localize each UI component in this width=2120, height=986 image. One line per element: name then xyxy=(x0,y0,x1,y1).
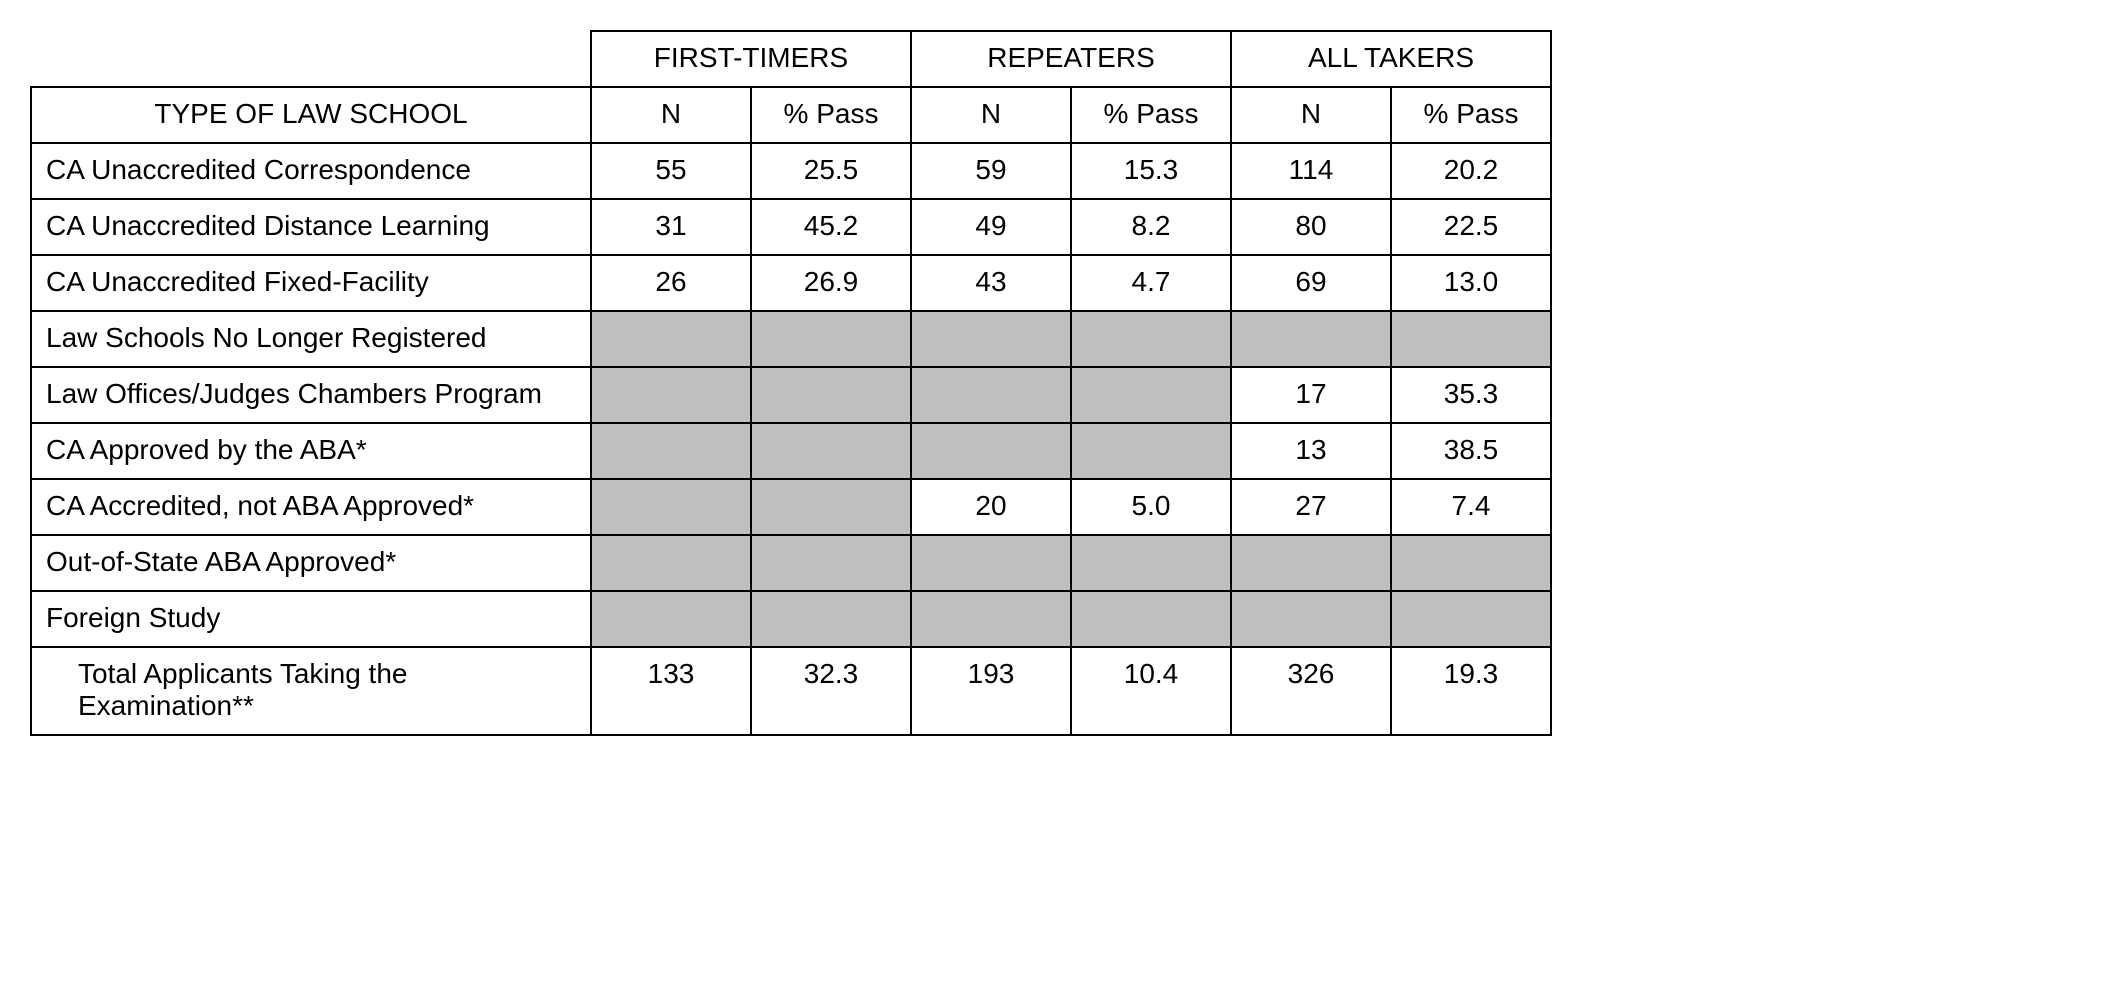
data-cell: 26.9 xyxy=(751,255,911,311)
data-cell xyxy=(911,423,1071,479)
sub-header-row: TYPE OF LAW SCHOOL N % Pass N % Pass N %… xyxy=(31,87,1551,143)
law-school-pass-rate-table: FIRST-TIMERS REPEATERS ALL TAKERS TYPE O… xyxy=(30,30,1552,736)
table-row: CA Unaccredited Distance Learning3145.24… xyxy=(31,199,1551,255)
data-cell xyxy=(751,367,911,423)
data-cell: 20 xyxy=(911,479,1071,535)
group-header-all-takers: ALL TAKERS xyxy=(1231,31,1551,87)
data-cell xyxy=(751,311,911,367)
subcol-first-timers-n: N xyxy=(591,87,751,143)
data-cell: 19.3 xyxy=(1391,647,1551,735)
data-cell: 32.3 xyxy=(751,647,911,735)
row-label: Law Offices/Judges Chambers Program xyxy=(31,367,591,423)
subcol-all-takers-pass: % Pass xyxy=(1391,87,1551,143)
data-cell: 13 xyxy=(1231,423,1391,479)
data-cell: 38.5 xyxy=(1391,423,1551,479)
data-cell: 22.5 xyxy=(1391,199,1551,255)
row-label: Out-of-State ABA Approved* xyxy=(31,535,591,591)
data-cell: 13.0 xyxy=(1391,255,1551,311)
data-cell xyxy=(911,311,1071,367)
group-header-row: FIRST-TIMERS REPEATERS ALL TAKERS xyxy=(31,31,1551,87)
data-cell xyxy=(591,479,751,535)
data-cell xyxy=(591,591,751,647)
data-cell: 55 xyxy=(591,143,751,199)
data-cell xyxy=(591,311,751,367)
row-label-header: TYPE OF LAW SCHOOL xyxy=(31,87,591,143)
table-row: Foreign Study xyxy=(31,591,1551,647)
row-label: CA Unaccredited Correspondence xyxy=(31,143,591,199)
row-label: CA Unaccredited Distance Learning xyxy=(31,199,591,255)
data-cell xyxy=(1231,311,1391,367)
row-label: Law Schools No Longer Registered xyxy=(31,311,591,367)
blank-corner-cell xyxy=(31,31,591,87)
subcol-repeaters-n: N xyxy=(911,87,1071,143)
data-cell: 43 xyxy=(911,255,1071,311)
row-label: CA Unaccredited Fixed-Facility xyxy=(31,255,591,311)
data-cell xyxy=(591,535,751,591)
row-label: Foreign Study xyxy=(31,591,591,647)
subcol-all-takers-n: N xyxy=(1231,87,1391,143)
data-cell xyxy=(751,591,911,647)
data-cell xyxy=(1231,591,1391,647)
data-cell: 17 xyxy=(1231,367,1391,423)
data-cell: 35.3 xyxy=(1391,367,1551,423)
row-label: CA Accredited, not ABA Approved* xyxy=(31,479,591,535)
data-cell: 27 xyxy=(1231,479,1391,535)
data-cell xyxy=(1231,535,1391,591)
table-row: CA Accredited, not ABA Approved* 205.0277… xyxy=(31,479,1551,535)
data-cell xyxy=(911,535,1071,591)
data-cell: 59 xyxy=(911,143,1071,199)
data-cell: 80 xyxy=(1231,199,1391,255)
table-row: CA Approved by the ABA* 1338.5 xyxy=(31,423,1551,479)
data-cell xyxy=(1391,311,1551,367)
data-cell: 4.7 xyxy=(1071,255,1231,311)
data-cell xyxy=(751,479,911,535)
data-cell xyxy=(751,423,911,479)
data-cell xyxy=(1071,423,1231,479)
subcol-first-timers-pass: % Pass xyxy=(751,87,911,143)
data-cell: 7.4 xyxy=(1391,479,1551,535)
row-label: Total Applicants Taking the Examination*… xyxy=(31,647,591,735)
group-header-first-timers: FIRST-TIMERS xyxy=(591,31,911,87)
table-row: Out-of-State ABA Approved* xyxy=(31,535,1551,591)
data-cell xyxy=(591,423,751,479)
data-cell xyxy=(911,591,1071,647)
data-cell: 5.0 xyxy=(1071,479,1231,535)
row-label: CA Approved by the ABA* xyxy=(31,423,591,479)
subcol-repeaters-pass: % Pass xyxy=(1071,87,1231,143)
data-cell: 20.2 xyxy=(1391,143,1551,199)
data-cell xyxy=(911,367,1071,423)
data-cell: 133 xyxy=(591,647,751,735)
data-cell xyxy=(751,535,911,591)
data-cell: 10.4 xyxy=(1071,647,1231,735)
data-cell: 114 xyxy=(1231,143,1391,199)
data-cell xyxy=(1071,367,1231,423)
data-cell xyxy=(1391,535,1551,591)
data-cell: 49 xyxy=(911,199,1071,255)
group-header-repeaters: REPEATERS xyxy=(911,31,1231,87)
data-cell: 326 xyxy=(1231,647,1391,735)
table-row: Law Offices/Judges Chambers Program 1735.… xyxy=(31,367,1551,423)
table-row: CA Unaccredited Correspondence5525.55915… xyxy=(31,143,1551,199)
data-cell xyxy=(1391,591,1551,647)
data-cell: 193 xyxy=(911,647,1071,735)
table-row: CA Unaccredited Fixed-Facility2626.9434.… xyxy=(31,255,1551,311)
table-row: Law Schools No Longer Registered xyxy=(31,311,1551,367)
data-cell: 25.5 xyxy=(751,143,911,199)
data-cell xyxy=(1071,591,1231,647)
data-cell xyxy=(1071,311,1231,367)
data-cell xyxy=(1071,535,1231,591)
data-cell: 69 xyxy=(1231,255,1391,311)
data-cell: 31 xyxy=(591,199,751,255)
data-cell: 15.3 xyxy=(1071,143,1231,199)
data-cell: 8.2 xyxy=(1071,199,1231,255)
data-cell xyxy=(591,367,751,423)
table-row: Total Applicants Taking the Examination*… xyxy=(31,647,1551,735)
data-cell: 26 xyxy=(591,255,751,311)
data-cell: 45.2 xyxy=(751,199,911,255)
